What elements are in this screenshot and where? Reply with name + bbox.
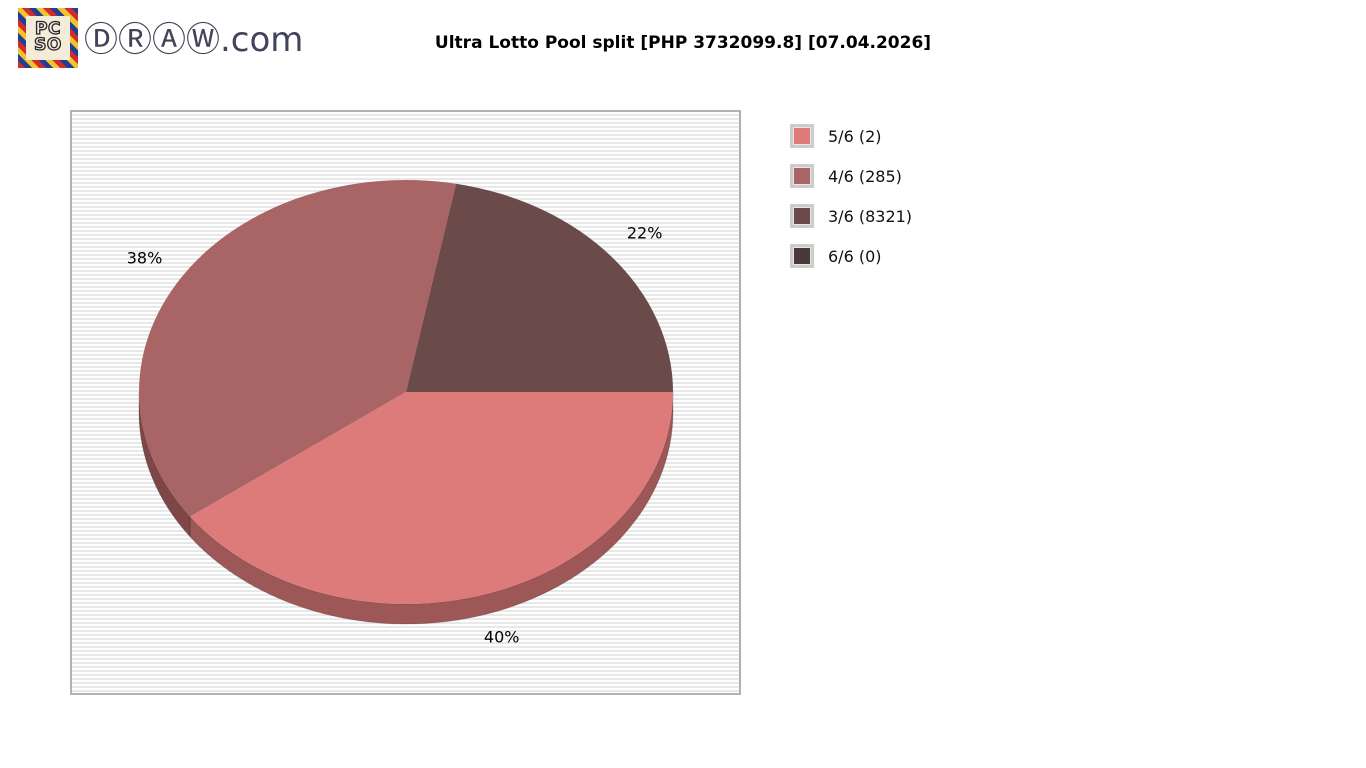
legend-item-label: 3/6 (8321)	[828, 206, 913, 226]
chart-title: Ultra Lotto Pool split [PHP 3732099.8] […	[434, 33, 932, 53]
stamp-text-line2: SO	[33, 35, 62, 55]
legend-item-label: 5/6 (2)	[828, 126, 882, 146]
chart-panel: 40% 38% 22%	[70, 110, 741, 695]
legend-item-label: 4/6 (285)	[828, 166, 902, 186]
legend-item: 3/6 (8321)	[790, 204, 912, 228]
legend-swatch	[790, 124, 814, 148]
pie-percent-label: 22%	[627, 223, 663, 242]
pie-chart: 40% 38% 22%	[127, 180, 674, 646]
legend-swatch	[790, 244, 814, 268]
pie-percent-label: 38%	[127, 249, 163, 268]
pcso-stamp-logo: PC SO	[18, 8, 78, 68]
pie-slice-2	[406, 183, 673, 392]
legend-swatch	[790, 204, 814, 228]
stamp-text-line1: PC	[34, 19, 61, 40]
legend-item: 5/6 (2)	[790, 124, 912, 148]
legend-item: 6/6 (0)	[790, 244, 912, 268]
site-logo-text: ⒹⓇⒶⓌ.com	[84, 20, 304, 60]
pie-percent-label: 40%	[484, 627, 520, 646]
legend: 5/6 (2) 4/6 (285) 3/6 (8321) 6/6 (0)	[790, 124, 912, 284]
legend-item: 4/6 (285)	[790, 164, 912, 188]
legend-swatch	[790, 164, 814, 188]
legend-item-label: 6/6 (0)	[828, 246, 882, 266]
pie-slice-1	[139, 180, 457, 517]
pie-slice-0	[189, 392, 673, 604]
